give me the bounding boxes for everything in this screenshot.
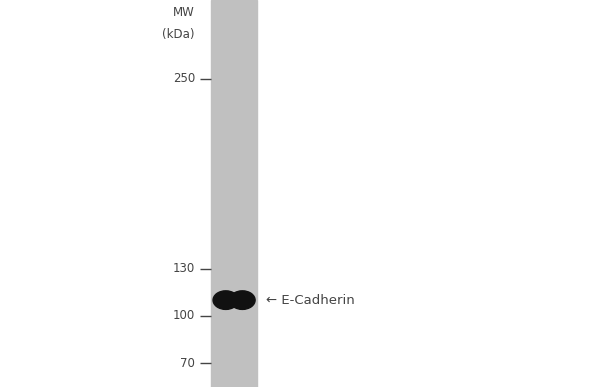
Ellipse shape [213, 291, 238, 310]
Text: 250: 250 [172, 72, 195, 86]
Text: 100: 100 [172, 310, 195, 322]
Text: 70: 70 [180, 357, 195, 370]
Text: (kDa): (kDa) [163, 27, 195, 41]
Bar [211, 0, 257, 387]
Text: ← E-Cadherin: ← E-Cadherin [267, 294, 355, 307]
Text: 130: 130 [172, 262, 195, 275]
Ellipse shape [230, 291, 255, 310]
Ellipse shape [224, 294, 245, 306]
Text: MW: MW [173, 6, 195, 19]
